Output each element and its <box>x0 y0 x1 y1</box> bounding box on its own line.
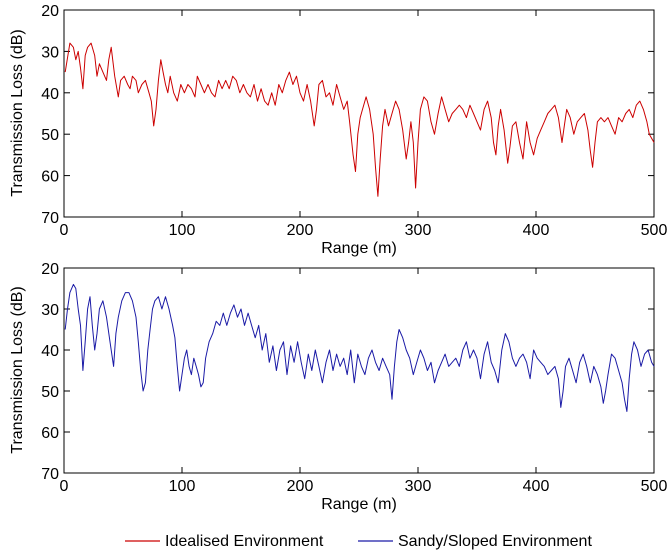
plot-top-series <box>64 42 655 197</box>
legend-label-sandy: Sandy/Sloped Environment <box>398 533 592 550</box>
bottom-ytick-label: 40 <box>41 343 59 360</box>
top-ytick-label: 70 <box>41 210 59 227</box>
plot-bottom: 0 100 200 300 400 500 20 30 40 50 60 70 Range (m) T… <box>9 261 667 513</box>
top-ytick-label: 30 <box>41 44 59 61</box>
top-xtick-label: 300 <box>405 222 432 239</box>
plot-top-frame <box>63 9 655 218</box>
legend-label-idealised: Idealised Environment <box>165 533 324 550</box>
top-xtick-label: 100 <box>169 222 196 239</box>
bottom-ytick-label: 70 <box>41 466 59 483</box>
top-ytick-label: 40 <box>41 86 59 103</box>
top-ytick-label: 60 <box>41 169 59 186</box>
top-xtick-label: 400 <box>523 222 550 239</box>
plot-top: 0 100 200 300 400 500 20 30 40 50 60 70 Range (m) T… <box>9 3 667 257</box>
top-ytick-label: 50 <box>41 127 59 144</box>
bottom-xtick-label: 500 <box>641 478 668 495</box>
top-xtick-label: 200 <box>287 222 314 239</box>
top-series-line <box>64 42 655 197</box>
top-xtick-label: 0 <box>60 222 69 239</box>
top-ytick-label: 20 <box>41 3 59 20</box>
plot-bottom-series <box>64 283 655 412</box>
plot-bottom-ticks: 0 100 200 300 400 500 20 30 40 50 60 70 <box>41 261 667 495</box>
plot-top-ticks: 0 100 200 300 400 500 20 30 40 50 60 70 <box>41 3 667 239</box>
top-xtick-label: 500 <box>641 222 668 239</box>
bottom-series-line <box>64 283 655 412</box>
bottom-xtick-label: 0 <box>60 478 69 495</box>
bottom-xtick-label: 400 <box>523 478 550 495</box>
plot-top-ylabel: Transmission Loss (dB) <box>9 29 26 196</box>
bottom-ytick-label: 50 <box>41 384 59 401</box>
bottom-ytick-label: 30 <box>41 302 59 319</box>
bottom-ytick-label: 60 <box>41 425 59 442</box>
plot-bottom-ylabel: Transmission Loss (dB) <box>9 286 26 453</box>
legend: Idealised Environment Sandy/Sloped Envir… <box>125 533 592 550</box>
bottom-xtick-label: 300 <box>405 478 432 495</box>
bottom-ytick-label: 20 <box>41 261 59 278</box>
bottom-xtick-label: 100 <box>169 478 196 495</box>
bottom-xtick-label: 200 <box>287 478 314 495</box>
plot-bottom-xlabel: Range (m) <box>321 496 397 513</box>
plot-top-xlabel: Range (m) <box>321 240 397 257</box>
